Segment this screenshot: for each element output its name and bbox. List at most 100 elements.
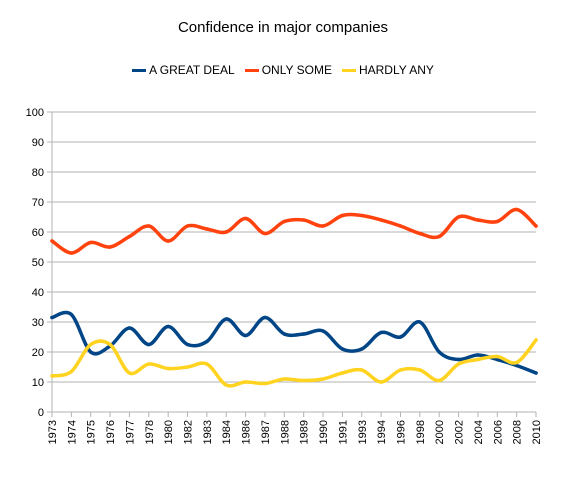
y-tick-label: 60 xyxy=(32,227,44,239)
legend-swatch xyxy=(132,68,147,72)
data-point xyxy=(69,369,74,374)
y-tick-label: 100 xyxy=(26,107,44,119)
y-tick-label: 50 xyxy=(32,257,44,269)
data-point xyxy=(108,342,112,347)
data-point xyxy=(437,234,441,239)
data-point xyxy=(514,360,519,365)
data-point xyxy=(514,207,519,212)
y-tick-label: 40 xyxy=(32,287,44,299)
data-point xyxy=(127,371,132,375)
data-point xyxy=(437,350,441,354)
data-point xyxy=(418,231,422,236)
data-point xyxy=(166,324,170,329)
data-point xyxy=(476,218,480,222)
legend: A GREAT DEAL ONLY SOME HARDLY ANY xyxy=(0,63,566,77)
data-point xyxy=(514,363,519,368)
data-point xyxy=(534,224,538,228)
legend-item: ONLY SOME xyxy=(244,63,332,77)
data-point xyxy=(398,335,403,339)
data-point xyxy=(205,227,209,231)
data-point xyxy=(263,381,267,386)
data-point xyxy=(534,338,538,342)
data-point xyxy=(321,329,325,333)
data-point xyxy=(147,224,151,228)
data-point xyxy=(495,354,500,359)
data-point xyxy=(224,230,228,234)
data-point xyxy=(243,333,248,338)
data-point xyxy=(205,362,209,366)
x-tick-label: 1980 xyxy=(163,420,175,444)
data-point xyxy=(263,315,267,320)
legend-swatch xyxy=(244,68,259,72)
data-point xyxy=(50,315,54,320)
data-point xyxy=(50,239,54,243)
y-tick-label: 80 xyxy=(32,167,44,179)
data-point xyxy=(166,366,170,371)
data-point xyxy=(88,240,93,245)
data-point xyxy=(398,224,403,228)
y-tick-label: 10 xyxy=(32,377,44,389)
data-point xyxy=(224,317,228,321)
data-point xyxy=(476,353,480,357)
data-point xyxy=(166,239,170,243)
data-point xyxy=(398,368,403,372)
legend-label: A GREAT DEAL xyxy=(149,63,235,77)
data-point xyxy=(185,365,190,369)
data-point xyxy=(301,218,306,222)
data-point xyxy=(340,347,345,351)
data-point xyxy=(243,380,248,384)
data-point xyxy=(437,378,441,383)
series-line xyxy=(50,207,538,255)
data-point xyxy=(127,234,132,239)
x-tick-label: 1982 xyxy=(183,420,195,444)
data-point xyxy=(224,383,228,387)
data-point xyxy=(379,380,383,384)
x-tick-label: 1993 xyxy=(357,420,369,444)
x-tick-label: 2008 xyxy=(512,420,524,444)
y-tick-label: 70 xyxy=(32,197,44,209)
data-point xyxy=(243,216,248,221)
data-point xyxy=(50,374,54,378)
x-tick-label: 1983 xyxy=(202,420,214,444)
data-point xyxy=(360,213,364,218)
data-point xyxy=(340,371,345,375)
data-point xyxy=(147,342,151,347)
y-tick-label: 0 xyxy=(38,407,44,419)
data-point xyxy=(185,342,190,347)
legend-label: HARDLY ANY xyxy=(358,63,434,77)
data-point xyxy=(418,320,422,324)
x-tick-label: 1986 xyxy=(241,420,253,444)
data-point xyxy=(360,368,364,372)
data-point xyxy=(263,231,267,236)
legend-item: HARDLY ANY xyxy=(341,63,434,77)
data-point xyxy=(147,362,151,366)
data-point xyxy=(321,224,325,228)
x-tick-label: 1998 xyxy=(415,420,427,444)
data-point xyxy=(340,213,345,218)
x-tick-label: 1991 xyxy=(337,420,349,444)
x-tick-label: 1984 xyxy=(221,420,233,444)
data-point xyxy=(379,218,383,222)
chart-title: Confidence in major companies xyxy=(177,19,389,36)
x-tick-label: 1974 xyxy=(66,420,78,444)
x-tick-label: 1994 xyxy=(376,420,388,444)
legend-label: ONLY SOME xyxy=(261,63,332,77)
x-tick-label: 2002 xyxy=(454,420,466,444)
x-tick-label: 1975 xyxy=(86,420,98,444)
x-tick-label: 2006 xyxy=(492,420,504,444)
data-point xyxy=(282,377,287,381)
x-tick-label: 1973 xyxy=(47,420,59,444)
data-point xyxy=(205,339,209,344)
x-tick-label: 2004 xyxy=(473,420,485,444)
data-point xyxy=(301,378,306,383)
y-tick-label: 20 xyxy=(32,347,44,359)
data-point xyxy=(88,342,93,347)
data-point xyxy=(418,368,422,372)
y-tick-label: 30 xyxy=(32,317,44,329)
data-point xyxy=(456,357,461,362)
x-tick-label: 1976 xyxy=(105,420,117,444)
y-tick-label: 90 xyxy=(32,137,44,149)
x-tick-label: 1989 xyxy=(299,420,311,444)
